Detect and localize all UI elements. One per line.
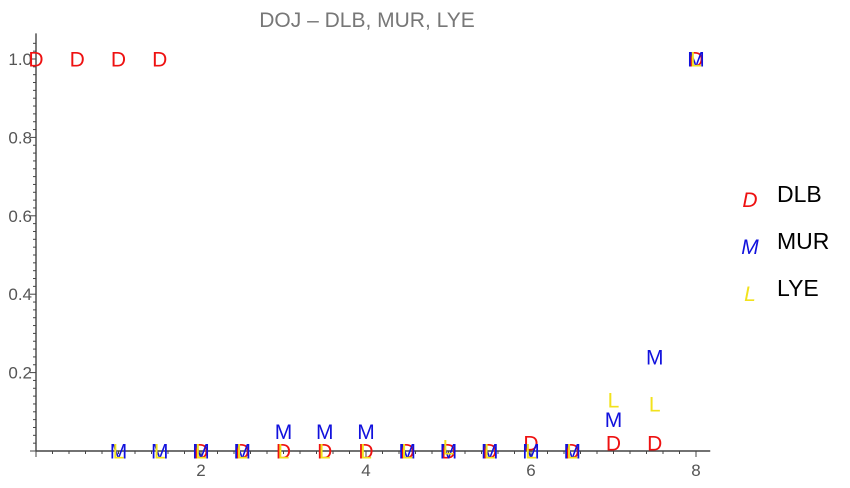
legend-marker: D (742, 189, 757, 212)
data-point: D (235, 441, 250, 464)
legend-marker: M (741, 236, 759, 259)
data-point: L (278, 441, 290, 464)
data-point: D (400, 441, 415, 464)
data-point: D (70, 49, 85, 72)
y-tick-label: 0.6 (8, 207, 32, 226)
data-point: L (690, 49, 702, 72)
y-tick-label: 0.2 (8, 364, 32, 383)
data-point: L (113, 441, 125, 464)
x-tick-label: 8 (691, 461, 700, 480)
data-point: M (399, 441, 417, 464)
axes: 2 4 6 8 0.2 0.4 0.6 0.8 1.0 (8, 33, 711, 480)
data-point: L (195, 441, 207, 464)
data-point: D (111, 49, 126, 72)
data-point: D (565, 441, 580, 464)
data-point: M (687, 49, 705, 72)
data-point: D (28, 49, 43, 72)
data-point: M (234, 441, 252, 464)
legend-marker: L (744, 283, 756, 306)
data-point: M (440, 441, 458, 464)
data-point: L (525, 441, 537, 464)
legend-label: DLB (777, 181, 822, 207)
data-point: M (316, 421, 334, 444)
data-point: L (154, 441, 166, 464)
data-point: L (443, 437, 455, 460)
data-point: D (441, 441, 456, 464)
data-point: L (360, 441, 372, 464)
chart-title: DOJ – DLB, MUR, LYE (259, 9, 475, 32)
x-tick-label: 6 (526, 461, 535, 480)
x-tick-label: 4 (361, 461, 370, 480)
data-point: D (152, 49, 167, 72)
data-point: M (151, 441, 169, 464)
data-point: M (110, 441, 128, 464)
data-point: D (482, 441, 497, 464)
y-tick-label: 1.0 (8, 50, 32, 69)
data-point: D (358, 441, 373, 464)
data-point: M (522, 441, 540, 464)
data-point: L (566, 441, 578, 464)
data-point: D (193, 441, 208, 464)
data-point: D (523, 433, 538, 456)
legend-label: LYE (777, 275, 819, 301)
data-point: M (605, 409, 623, 432)
data-point: M (481, 441, 499, 464)
data-point: M (646, 346, 664, 369)
data-point: D (688, 49, 703, 72)
data-point: L (236, 441, 248, 464)
data-point: L (484, 441, 496, 464)
data-point: M (357, 421, 375, 444)
data-point: D (606, 433, 621, 456)
y-tick-label: 0.4 (8, 285, 32, 304)
data-point: D (647, 433, 662, 456)
x-tick-label: 2 (196, 461, 205, 480)
data-point: L (401, 441, 413, 464)
data-point: M (192, 441, 210, 464)
legend-label: MUR (777, 228, 829, 254)
data-point: M (564, 441, 582, 464)
legend: D DLB M MUR L LYE (741, 181, 829, 306)
data-point: L (608, 390, 620, 413)
data-point: L (649, 393, 661, 416)
data-point: D (276, 441, 291, 464)
data-point: M (275, 421, 293, 444)
data-point: D (317, 441, 332, 464)
series-dlb: D D D D D D D D D D D D D D D D D (28, 49, 703, 464)
data-point: L (319, 441, 331, 464)
y-tick-label: 0.8 (8, 128, 32, 147)
series-lye: L L L L L L L L L L L L L L L (113, 49, 702, 464)
